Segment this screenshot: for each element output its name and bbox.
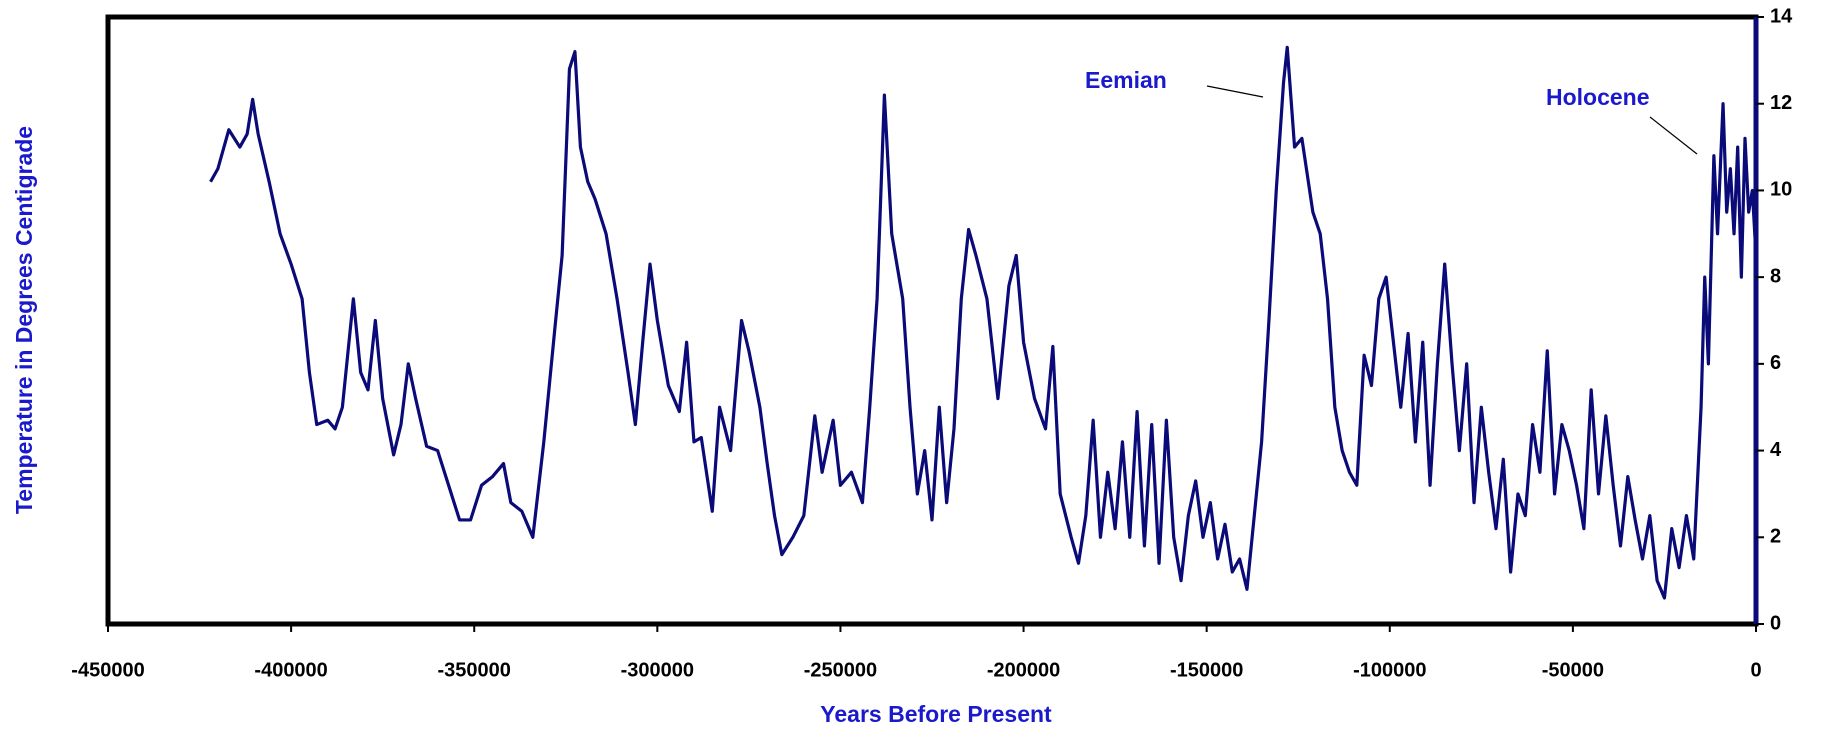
x-axis-title: Years Before Present: [820, 701, 1052, 727]
annotation: Eemian: [1085, 67, 1167, 93]
x-tick-label: -100000: [1353, 659, 1426, 681]
x-tick-label: -200000: [987, 659, 1060, 681]
x-tick-label: -150000: [1170, 659, 1243, 681]
y-tick-label: 0: [1770, 612, 1781, 634]
x-tick-label: -400000: [254, 659, 327, 681]
line-series: [209, 45, 1758, 600]
x-tick-label: -350000: [438, 659, 511, 681]
x-tick-label: -300000: [621, 659, 694, 681]
x-tick-label: -450000: [71, 659, 144, 681]
annotation: Holocene: [1546, 84, 1650, 110]
y-axis-title: Temperature in Degrees Centigrade: [11, 126, 37, 514]
y-tick-label: 14: [1770, 5, 1793, 27]
y-tick-label: 12: [1770, 92, 1792, 114]
x-tick-label: -250000: [804, 659, 877, 681]
annotation-leader: [1649, 116, 1698, 155]
annotation-leader: [1206, 85, 1264, 98]
x-tick-label: -50000: [1542, 659, 1604, 681]
y-tick-label: 10: [1770, 179, 1792, 201]
y-tick-label: 8: [1770, 265, 1781, 287]
y-tick-label: 4: [1770, 439, 1782, 461]
x-tick-label: 0: [1750, 659, 1761, 681]
y-tick-label: 2: [1770, 526, 1781, 548]
y-tick-label: 6: [1770, 352, 1781, 374]
